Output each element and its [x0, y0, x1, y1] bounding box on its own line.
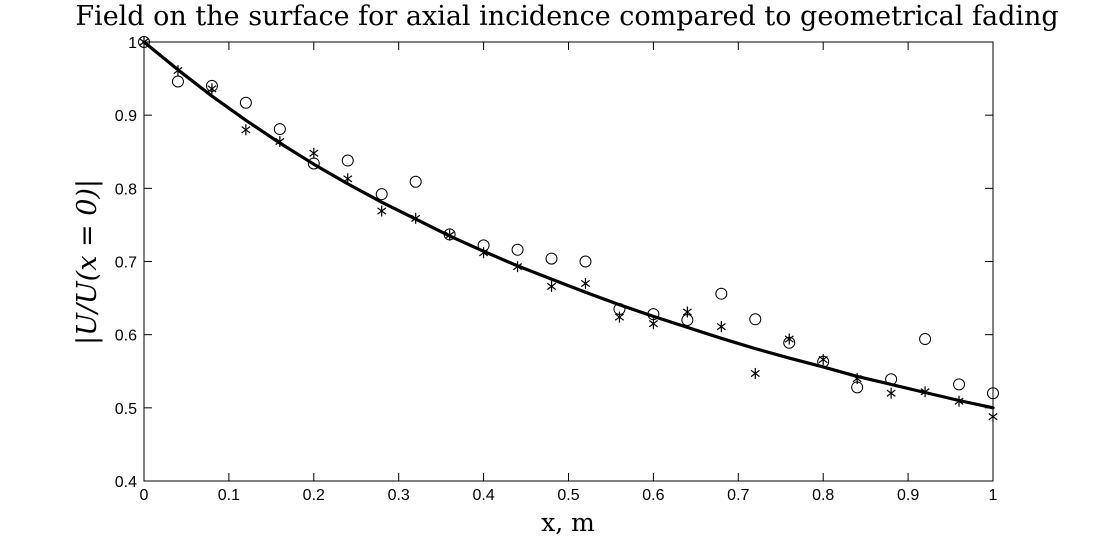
axes — [143, 41, 994, 482]
x-tick-label: 0.4 — [472, 487, 494, 504]
plot-frame — [143, 41, 994, 482]
asterisk-stroke — [445, 231, 455, 239]
asterisk-stroke — [207, 85, 217, 93]
asterisk-stroke — [377, 207, 387, 215]
asterisk-stroke — [343, 175, 353, 183]
y-tick-label: 0.6 — [115, 328, 137, 345]
asterisk-marker-point — [682, 306, 692, 318]
asterisk-stroke — [309, 149, 319, 157]
asterisk-marker-point — [173, 65, 183, 77]
x-tick-label: 0 — [140, 487, 149, 504]
asterisk-marker-point — [445, 229, 455, 241]
asterisk-marker-point — [377, 205, 387, 217]
asterisk-stroke — [954, 397, 964, 405]
x-tick-label: 0.7 — [727, 487, 749, 504]
x-tick-label: 0.1 — [218, 487, 240, 504]
asterisk-stroke — [852, 374, 862, 383]
asterisk-stroke — [173, 66, 183, 75]
circle-marker-point — [919, 333, 932, 346]
asterisk-marker-point — [546, 280, 557, 292]
asterisk-marker-point — [750, 367, 760, 379]
circle-marker-point — [409, 175, 422, 188]
asterisk-stroke — [139, 38, 149, 46]
x-tick-label: 0.9 — [897, 487, 919, 504]
asterisk-stroke — [411, 214, 421, 222]
y-tick-label: 0.8 — [115, 181, 137, 198]
asterisk-stroke — [512, 262, 523, 271]
asterisk-marker-point — [479, 247, 489, 259]
asterisk-stroke — [546, 282, 557, 291]
y-tick-label: 0.7 — [115, 255, 137, 272]
asterisk-marker-point — [207, 83, 217, 95]
asterisk-stroke — [479, 249, 489, 257]
asterisk-stroke — [580, 279, 591, 288]
x-tick-label: 0.8 — [812, 487, 834, 504]
circle-marker-point — [715, 287, 728, 300]
y-tick-label: 0.9 — [115, 108, 137, 125]
geometric-fading-curve — [142, 40, 995, 410]
asterisk-marker-point — [716, 321, 726, 333]
asterisk-stroke — [988, 412, 998, 421]
circle-marker-point — [953, 378, 966, 391]
x-axis-label: x, m — [541, 508, 595, 537]
asterisk-marker-point — [988, 411, 998, 423]
asterisk-marker-point — [241, 124, 251, 136]
asterisk-stroke — [784, 335, 794, 343]
asterisk-stroke — [750, 369, 760, 378]
circle-marker-point — [171, 75, 184, 88]
asterisk-marker-point — [580, 277, 591, 289]
asterisk-marker-point — [614, 311, 625, 323]
data-marks — [138, 36, 999, 423]
asterisk-marker-point — [784, 333, 794, 345]
asterisk-marker-point — [309, 147, 319, 159]
asterisk-stroke — [818, 355, 828, 364]
circle-marker-point — [273, 123, 286, 136]
asterisk-marker-point — [512, 261, 523, 273]
circle-marker-point — [749, 313, 762, 326]
y-tick-label: 0.5 — [115, 401, 137, 418]
circle-marker-point — [885, 373, 898, 386]
asterisk-stroke — [648, 320, 658, 328]
circle-marker-point — [545, 252, 558, 265]
asterisk-stroke — [241, 126, 251, 134]
asterisk-stroke — [920, 388, 930, 396]
x-tick-label: 1 — [989, 487, 998, 504]
asterisk-marker-point — [954, 395, 964, 407]
x-tick-label: 0.5 — [557, 487, 579, 504]
circle-marker-point — [579, 255, 592, 268]
chart-title: Field on the surface for axial incidence… — [75, 1, 1058, 32]
asterisk-marker-point — [852, 373, 862, 385]
circle-marker-point — [341, 154, 354, 167]
asterisk-stroke — [275, 137, 285, 146]
x-tick-label: 0.6 — [642, 487, 664, 504]
asterisk-stroke — [886, 389, 896, 397]
circle-marker-point — [511, 243, 524, 256]
asterisk-stroke — [716, 322, 726, 331]
circle-marker-point — [987, 387, 999, 400]
x-tick-label: 0.3 — [388, 487, 410, 504]
asterisk-marker-point — [139, 36, 149, 48]
circle-marker-point — [375, 188, 388, 201]
y-tick-label: 1 — [128, 35, 137, 52]
circle-marker-point — [239, 96, 252, 109]
asterisk-marker-point — [411, 212, 421, 224]
asterisk-stroke — [614, 313, 625, 321]
asterisk-marker-point — [275, 136, 285, 148]
asterisk-marker-point — [343, 173, 353, 185]
asterisk-marker-point — [818, 354, 828, 366]
asterisk-marker-point — [648, 318, 658, 330]
y-axis-label: |U/U(x = 0)| — [72, 179, 103, 345]
asterisk-stroke — [682, 308, 692, 316]
x-tick-label: 0.2 — [303, 487, 325, 504]
asterisk-marker-point — [920, 386, 930, 398]
y-tick-label: 0.4 — [115, 474, 137, 491]
ticks: 0 0.1 0.2 0.3 0.4 0.5 0.6 0.7 0.8 0.9 1 0.4 0.5 0.6 0.… — [115, 35, 998, 504]
asterisk-marker-point — [886, 387, 896, 399]
